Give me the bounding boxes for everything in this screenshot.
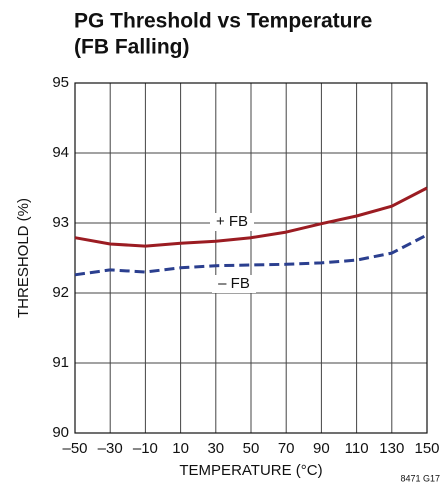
y-tick-label: 94 (52, 144, 69, 161)
plot-frame (74, 82, 428, 434)
x-tick-label: –30 (98, 440, 123, 457)
chart-title: PG Threshold vs Temperature (74, 10, 372, 33)
x-tick-label: 50 (243, 440, 260, 457)
y-tick-label: 93 (52, 214, 69, 231)
series-line (74, 233, 428, 277)
label-background (210, 213, 254, 231)
series-line (74, 186, 428, 248)
y-tick-label: 90 (52, 424, 69, 441)
x-tick-label: 150 (414, 440, 439, 457)
y-tick-label: 91 (52, 354, 69, 371)
x-tick-label: 110 (345, 440, 369, 457)
x-axis-label: TEMPERATURE (°C) (179, 462, 322, 479)
x-tick-label: 70 (278, 440, 295, 457)
x-tick-label: 90 (313, 440, 330, 457)
x-tick-label: 130 (379, 440, 404, 457)
x-tick-label: 10 (172, 440, 189, 457)
series-label: + FB (216, 213, 248, 230)
series-label: – FB (218, 275, 250, 292)
x-tick-label: –10 (133, 440, 158, 457)
y-tick-label: 95 (52, 74, 69, 91)
label-background (212, 275, 256, 293)
y-tick-label: 92 (52, 284, 69, 301)
chart-title: (FB Falling) (74, 36, 189, 59)
x-tick-label: –50 (62, 440, 87, 457)
y-axis-label: THRESHOLD (%) (15, 198, 32, 318)
x-tick-label: 30 (207, 440, 224, 457)
figure-id: 8471 G17 (400, 473, 440, 483)
